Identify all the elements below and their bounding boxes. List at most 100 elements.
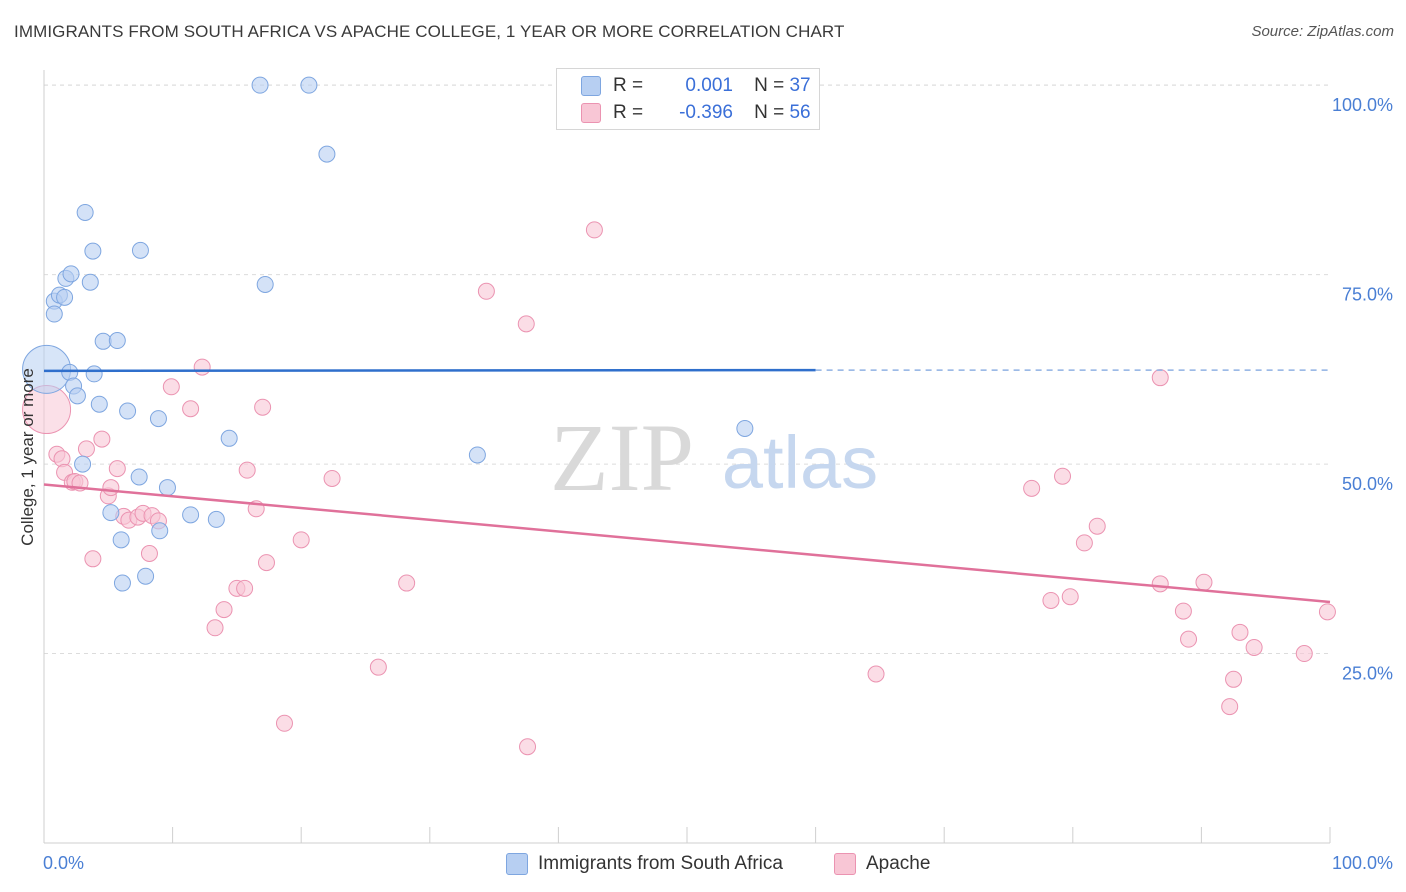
axes <box>43 70 1331 844</box>
apache-point <box>585 221 603 239</box>
apache-point <box>517 315 535 333</box>
apache-point <box>215 601 233 619</box>
r-value: -0.396 <box>679 102 733 123</box>
south-africa-points <box>22 76 754 592</box>
apache-point <box>238 461 256 479</box>
apache-point <box>1195 573 1213 591</box>
south-africa-point <box>149 410 167 428</box>
y-tick-label: 50.0% <box>1342 474 1393 494</box>
n-label: N = <box>754 75 785 96</box>
south-africa-point <box>102 504 120 522</box>
apache-point <box>323 469 341 487</box>
x-tick-label: 100.0% <box>1332 853 1393 873</box>
apache-point <box>1151 369 1169 387</box>
n-value: 37 <box>789 75 811 96</box>
south-africa-point <box>113 574 131 592</box>
apache-point <box>206 619 224 637</box>
watermark: ZIP atlas <box>550 404 878 511</box>
apache-point <box>1088 517 1106 535</box>
south-africa-point <box>130 468 148 486</box>
south-africa-point <box>151 522 169 540</box>
apache-point <box>1075 534 1093 552</box>
south-africa-point <box>74 455 92 473</box>
apache-point <box>1231 623 1249 641</box>
chart-title: IMMIGRANTS FROM SOUTH AFRICA VS APACHE C… <box>14 22 845 41</box>
apache-point <box>1174 602 1192 620</box>
r-value: 0.001 <box>685 75 733 96</box>
south-africa-point <box>137 567 155 585</box>
apache-point <box>77 440 95 458</box>
bottom-legend-south-africa[interactable]: Immigrants from South Africa <box>506 851 783 877</box>
south-africa-point <box>84 242 102 260</box>
apache-point <box>1245 638 1263 656</box>
south-africa-point <box>90 395 108 413</box>
south-africa-point <box>81 273 99 291</box>
south-africa-point <box>207 510 225 528</box>
apache-point <box>867 665 885 683</box>
south-africa-point <box>45 305 63 323</box>
apache-point <box>1221 698 1239 716</box>
blue-swatch <box>506 853 528 875</box>
south-africa-point <box>94 332 112 350</box>
legend-label: Apache <box>866 853 931 874</box>
apache-point <box>275 714 293 732</box>
apache-trendline <box>43 483 1331 604</box>
south-africa-point <box>112 531 130 549</box>
pink-swatch <box>581 103 601 123</box>
apache-point <box>84 550 102 568</box>
south-africa-point <box>76 203 94 221</box>
blue-swatch <box>581 76 601 96</box>
apache-point <box>1151 575 1169 593</box>
apache-point <box>140 545 158 563</box>
y-tick-label: 100.0% <box>1332 95 1393 115</box>
south-africa-point <box>158 479 176 497</box>
apache-point <box>1295 645 1313 663</box>
apache-point <box>1318 603 1336 621</box>
y-tick-label: 75.0% <box>1342 285 1393 305</box>
stats-legend: R = 0.001 N = 37 R = -0.396 N = 56 <box>556 68 820 130</box>
south-africa-trendline <box>43 368 816 373</box>
apache-point <box>477 282 495 300</box>
tick-labels: 25.0% 50.0% 75.0% 100.0% 0.0% 100.0% <box>43 95 1393 873</box>
x-tick-label: 0.0% <box>43 853 84 873</box>
apache-point <box>162 378 180 396</box>
apache-point <box>1061 588 1079 606</box>
apache-point <box>369 658 387 676</box>
south-africa-point <box>468 446 486 464</box>
south-africa-point <box>85 365 103 383</box>
south-africa-point <box>131 241 149 259</box>
apache-point <box>102 479 120 497</box>
apache-point <box>398 574 416 592</box>
south-africa-point <box>256 275 274 293</box>
apache-point <box>1042 591 1060 609</box>
apache-point <box>1180 630 1198 648</box>
legend-row-apache: R = -0.396 N = 56 <box>581 100 811 126</box>
r-label: R = <box>613 102 644 123</box>
legend-row-south-africa: R = 0.001 N = 37 <box>581 73 811 99</box>
south-africa-point <box>62 265 80 283</box>
apache-point <box>108 460 126 478</box>
south-africa-point <box>182 506 200 524</box>
apache-point <box>236 579 254 597</box>
south-africa-point <box>251 76 269 94</box>
source-label: Source: ZipAtlas.com <box>1251 23 1394 40</box>
south-africa-point <box>736 419 754 437</box>
south-africa-point <box>108 332 126 350</box>
apache-point <box>182 400 200 418</box>
apache-point <box>292 531 310 549</box>
watermark-zip: ZIP <box>550 404 694 511</box>
south-africa-point <box>300 76 318 94</box>
apache-point <box>1023 479 1041 497</box>
legend-label: Immigrants from South Africa <box>538 853 783 874</box>
n-value: 56 <box>789 102 811 123</box>
apache-point <box>519 738 537 756</box>
apache-point <box>1054 467 1072 485</box>
apache-point <box>93 430 111 448</box>
r-label: R = <box>613 75 644 96</box>
apache-point <box>257 554 275 572</box>
apache-point <box>254 398 272 416</box>
bottom-legend-apache[interactable]: Apache <box>834 851 930 877</box>
y-tick-label: 25.0% <box>1342 664 1393 684</box>
south-africa-point <box>220 429 238 447</box>
pink-swatch <box>834 853 856 875</box>
